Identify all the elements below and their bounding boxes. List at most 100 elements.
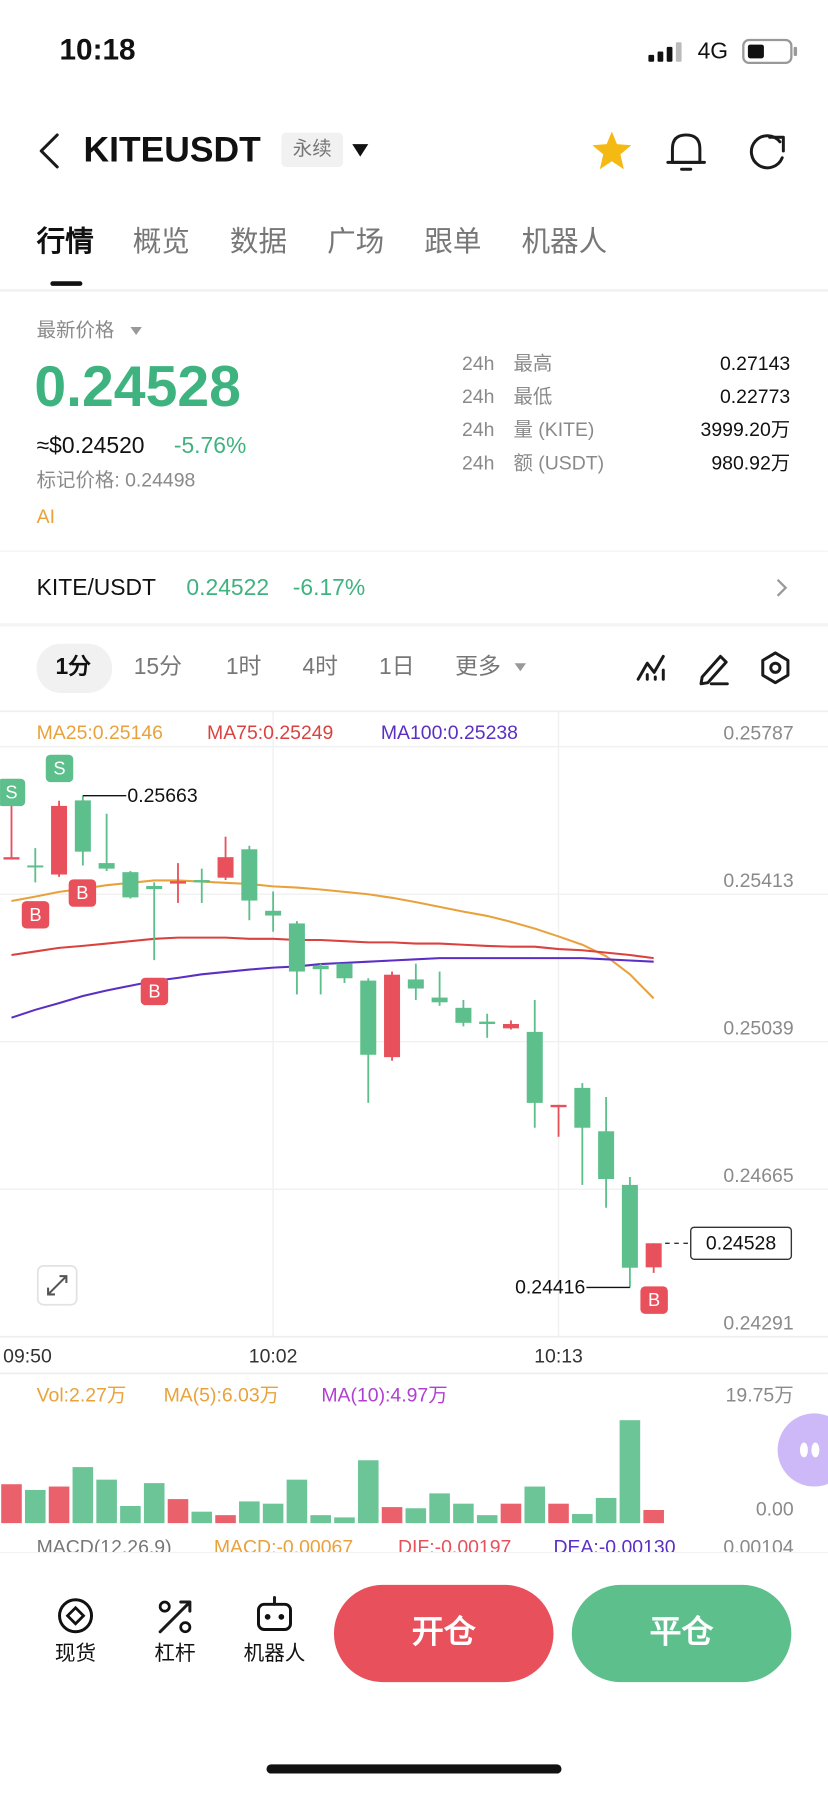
price-change: -5.76% [174, 432, 246, 458]
stat-period: 24h [462, 386, 494, 408]
interval[interactable]: 1分 [55, 653, 91, 679]
assistant-bubble[interactable] [777, 1413, 828, 1487]
volume-bar [24, 1489, 46, 1524]
candle-body [384, 974, 401, 1058]
interval[interactable]: 1时 [226, 653, 262, 679]
x-tick-label: 10:13 [534, 1345, 583, 1367]
draw-icon[interactable] [699, 654, 729, 686]
interval-more[interactable]: 更多 [455, 653, 501, 679]
tab[interactable]: 机器人 [521, 226, 607, 258]
open-label[interactable]: 开仓 [412, 1614, 477, 1650]
stat-period: 24h [462, 419, 494, 441]
candle-body [598, 1131, 615, 1179]
y-tick-label: 0.24291 [723, 1312, 793, 1334]
interval[interactable]: 4时 [302, 653, 338, 679]
volume-bar [1, 1484, 22, 1524]
expand-icon [47, 1275, 68, 1296]
trade-marker-label: B [148, 980, 160, 1001]
spot-pair[interactable]: KITE/USDT [37, 574, 156, 600]
spot-icon[interactable] [58, 1598, 94, 1634]
bell-icon[interactable] [666, 133, 706, 171]
symbol-dropdown[interactable] [352, 144, 369, 157]
tab[interactable]: 概览 [133, 226, 190, 258]
volume-bar [167, 1499, 189, 1524]
interval[interactable]: 15分 [134, 653, 182, 679]
candle-body [74, 800, 91, 852]
interval[interactable]: 1日 [379, 653, 415, 679]
tab[interactable]: 广场 [327, 226, 384, 258]
volume-bar [96, 1479, 117, 1524]
candle-body [574, 1087, 591, 1128]
latest-price-label[interactable]: 最新价格 [37, 320, 115, 342]
price-dropdown[interactable] [130, 327, 142, 336]
x-tick-label: 09:50 [3, 1345, 52, 1367]
y-tick-label: 0.24665 [723, 1165, 793, 1187]
volume-bar [72, 1467, 94, 1524]
margin-icon[interactable] [158, 1600, 192, 1634]
close-label[interactable]: 平仓 [650, 1614, 715, 1650]
volume-bar [524, 1486, 546, 1524]
symbol[interactable]: KITEUSDT [84, 129, 262, 169]
tab[interactable]: 数据 [230, 226, 287, 258]
trade-marker [21, 901, 50, 929]
candle-body [193, 880, 210, 883]
back-button[interactable] [39, 133, 59, 169]
legend-entry: MA75:0.25249 [207, 722, 333, 744]
candle-body [526, 1031, 543, 1103]
candle-body [288, 923, 305, 972]
indicator-icon[interactable] [636, 654, 665, 681]
trade-marker-label: S [53, 757, 65, 778]
trade-marker [140, 977, 169, 1006]
volume-bar [262, 1503, 284, 1524]
spot-chevron[interactable] [776, 578, 788, 597]
y-tick-label: 0.25787 [723, 722, 793, 744]
last-price-label: 0.24528 [706, 1233, 776, 1255]
robot-icon[interactable] [256, 1595, 292, 1631]
ai-label[interactable]: AI [37, 506, 55, 528]
contract-type: 永续 [293, 138, 332, 160]
volume-bar [286, 1479, 308, 1524]
candle-body [217, 857, 234, 878]
legend-entry: MA100:0.25238 [381, 722, 518, 744]
candle-body [169, 881, 186, 884]
trade-marker-label: B [29, 904, 41, 925]
volume-bar [334, 1517, 355, 1524]
stat-value: 0.27143 [720, 353, 790, 375]
volume-bar [453, 1503, 474, 1524]
open-button[interactable] [333, 1584, 554, 1683]
volume-bar [215, 1515, 236, 1524]
status-time: 10:18 [60, 33, 136, 66]
volume-bar [381, 1507, 403, 1524]
nav-label[interactable]: 现货 [55, 1642, 96, 1665]
trade-marker [640, 1286, 668, 1314]
candle-body [98, 863, 115, 869]
trade-marker-label: B [76, 882, 88, 903]
volume-bar [191, 1511, 213, 1524]
close-button[interactable] [571, 1584, 792, 1683]
nav-label[interactable]: 杠杆 [154, 1642, 195, 1665]
tab[interactable]: 跟单 [424, 226, 481, 258]
volume-bar [595, 1497, 617, 1524]
ma-line [11, 957, 654, 1019]
stat-label: 额 (USDT) [513, 452, 604, 474]
candle-body [431, 997, 448, 1003]
mark-price: 标记价格: 0.24498 [37, 470, 196, 492]
spot-change: -6.17% [293, 574, 365, 600]
settings-icon[interactable] [761, 651, 790, 685]
volume-bar [548, 1503, 569, 1524]
candle-body [122, 872, 139, 898]
volume-legend: Vol:2.27万 [37, 1384, 127, 1406]
y-tick-label: 0.25413 [723, 870, 793, 892]
interval-selected-bg [36, 643, 113, 693]
nav-label[interactable]: 机器人 [244, 1642, 306, 1665]
volume-bar [572, 1513, 593, 1524]
last-price-box [690, 1226, 793, 1260]
favorite-star[interactable] [592, 131, 632, 170]
trade-marker [45, 754, 74, 783]
network-label: 4G [698, 38, 729, 64]
tab[interactable]: 行情 [36, 225, 94, 258]
more-dropdown[interactable] [514, 663, 527, 672]
share-icon[interactable] [749, 134, 785, 170]
signal-icon [648, 42, 682, 62]
